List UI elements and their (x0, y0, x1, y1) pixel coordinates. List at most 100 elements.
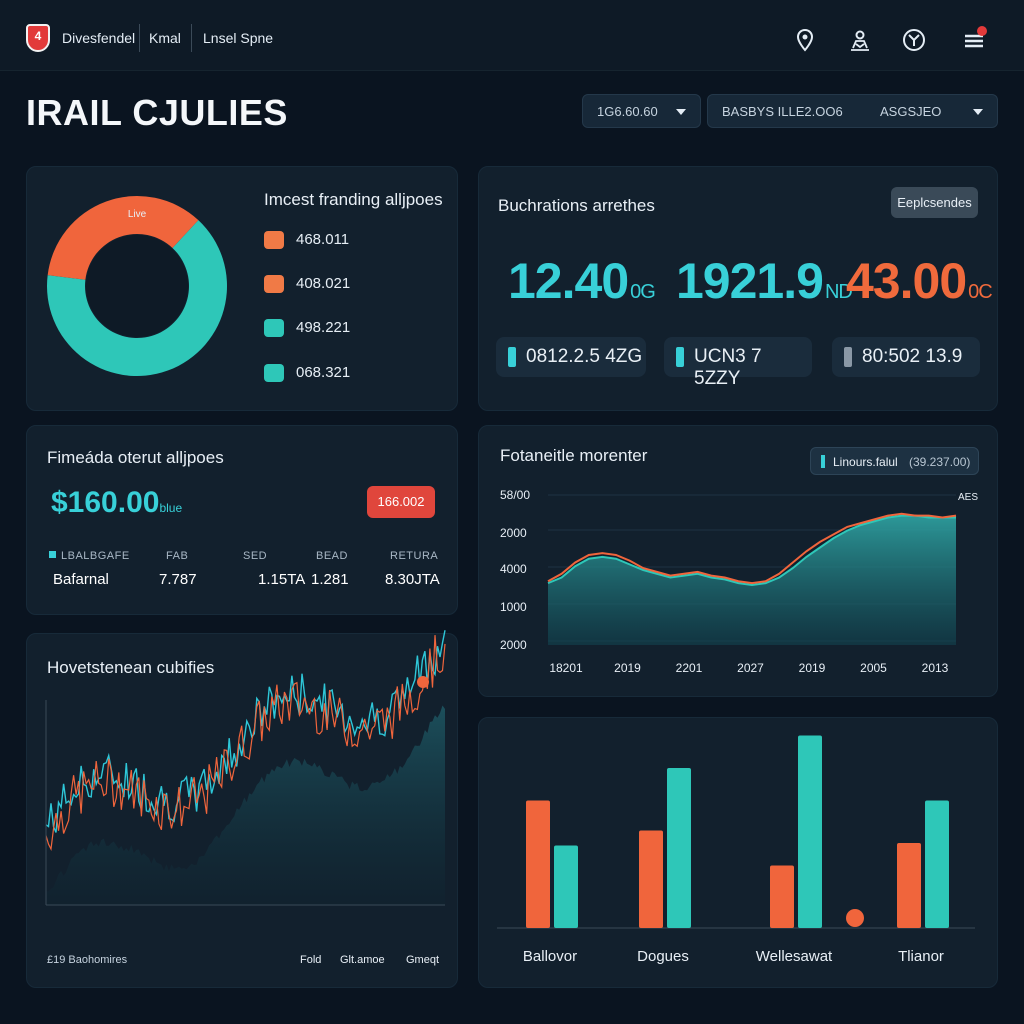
stat-value: 7.787 (159, 571, 197, 588)
y-tick-label: 2000 (500, 638, 527, 652)
legend-label: Linours.falul (833, 455, 898, 469)
bar (667, 768, 691, 928)
x-tick-label: 2201 (676, 661, 703, 675)
line-area-fill (548, 515, 956, 645)
nav-divider (191, 24, 192, 52)
metric-pill-3[interactable]: 80:502 13.9 (832, 337, 980, 377)
legend-value: 468.011 (296, 231, 350, 248)
legend-item: 498.221 (264, 319, 351, 338)
pill-indicator (844, 347, 852, 367)
line-chart-title: Fotaneitle morenter (500, 446, 648, 465)
bar-category-label: Tlianor (898, 948, 944, 965)
noise-series-cyan (45, 630, 446, 833)
metric-value: 12.40 (508, 253, 629, 309)
row-indicator (49, 551, 56, 558)
metric-big-2: 1921.9 ND (676, 252, 853, 310)
metric-suffix: ND (824, 281, 853, 303)
bar (925, 800, 949, 928)
user-network-icon[interactable] (848, 28, 872, 52)
stat-value: 1.15TA (258, 571, 306, 588)
noise-footer-tab[interactable]: Gmeqt (406, 954, 440, 966)
stat-value: Bafarnal (53, 571, 109, 588)
range-select-secondary: ASGSJEO (880, 104, 942, 119)
noise-footer-tab[interactable]: Fold (300, 954, 322, 966)
legend-item: 468.011 (264, 231, 350, 250)
change-badge[interactable]: 166.002 (367, 486, 435, 518)
nav-item-lnsel-spne[interactable]: Lnsel Spne (203, 30, 274, 46)
bar (554, 845, 578, 928)
legend-swatch (264, 275, 284, 294)
finance-amount-suffix: blue (159, 501, 183, 515)
x-tick-label: 18201 (549, 661, 583, 675)
metric-pill-2[interactable]: UCN3 7 5ZZY (664, 337, 812, 389)
pill-text: 80:502 13.9 (862, 346, 963, 367)
bar (526, 800, 550, 928)
y-tick-label: 2000 (500, 526, 527, 540)
stat-header: LBALBGAFE (61, 550, 130, 562)
finance-amount-value: $160.00 (51, 486, 160, 519)
noise-footer-label: £19 Baohomires (47, 954, 128, 966)
stat-header: BEAD (316, 550, 348, 562)
noise-area-fill (46, 705, 445, 905)
y-tick-label: 4000 (500, 562, 527, 576)
legend-swatch (264, 364, 284, 383)
bar-highlight-dot (846, 909, 864, 927)
stat-header: FAB (166, 550, 189, 562)
menu-icon[interactable] (962, 28, 986, 52)
metric-pill-1[interactable]: 0812.2.5 4ZG (496, 337, 646, 377)
x-tick-label: 2019 (614, 661, 641, 675)
range-select-value: BASBYS ILLE2.OO6 (722, 104, 843, 119)
notification-badge (977, 26, 987, 36)
donut-card-title: Imcest franding alljpoes (264, 190, 443, 209)
pill-text: UCN3 7 5ZZY (694, 346, 762, 389)
nav-divider (139, 24, 140, 52)
range-select[interactable]: BASBYS ILLE2.OO6 ASGSJEO (707, 94, 998, 128)
legend-swatch (821, 455, 825, 468)
bar-category-label: Ballovor (523, 948, 577, 965)
stat-value: 8.30JTA (385, 571, 440, 588)
metric-big-1: 12.40 0G (508, 252, 656, 310)
page-title: IRAIL CJULIES (26, 92, 288, 133)
metric-value: 43.00 (846, 253, 967, 309)
noise-highlight-dot (417, 676, 429, 688)
noise-chart-title: Hovetstenean cubifies (47, 658, 215, 677)
bar (639, 830, 663, 928)
legend-value: 068.321 (296, 364, 351, 381)
compass-icon[interactable] (902, 28, 926, 52)
pill-indicator (676, 347, 684, 367)
y-tick-label: 58/00 (500, 488, 530, 502)
period-select[interactable]: 1G6.60.60 (582, 94, 701, 128)
pill-text: 0812.2.5 4ZG (526, 346, 643, 367)
x-tick-label: 2013 (922, 661, 949, 675)
line-legend-chip[interactable]: Linours.falul (39.237.00) (810, 447, 979, 475)
legend-value: 498.221 (296, 319, 351, 336)
metrics-card-title: Buchrations arrethes (498, 196, 655, 215)
chevron-down-icon (973, 109, 983, 115)
metric-suffix: 0C (968, 281, 993, 303)
pill-indicator (508, 347, 516, 367)
line-series-1 (547, 514, 956, 587)
metric-big-3: 43.00 0C (846, 252, 993, 310)
y-tick-label: 1000 (500, 600, 527, 614)
stat-header: RETURA (390, 550, 439, 562)
nav-item-divesfendel[interactable]: Divesfendel (62, 30, 136, 46)
explore-button[interactable]: Eeplcsendes (891, 187, 978, 218)
location-icon[interactable] (793, 28, 817, 52)
finance-card (26, 425, 458, 615)
app-logo[interactable]: 4 (26, 24, 50, 52)
legend-value: (39.237.00) (909, 455, 971, 469)
legend-swatch (264, 319, 284, 338)
stat-header: SED (243, 550, 268, 562)
x-tick-label: 2027 (737, 661, 764, 675)
finance-card-title: Fimeáda oterut alljpoes (47, 448, 224, 467)
legend-item: 408.021 (264, 275, 351, 294)
noise-footer-tab[interactable]: Glt.amoe (340, 954, 385, 966)
top-bar: 4 Divesfendel Kmal Lnsel Spne (0, 0, 1024, 71)
line-series-2 (547, 512, 957, 585)
legend-value: 408.021 (296, 275, 351, 292)
nav-item-kmal[interactable]: Kmal (149, 30, 181, 46)
x-tick-label: 2005 (860, 661, 887, 675)
bar (770, 865, 794, 928)
